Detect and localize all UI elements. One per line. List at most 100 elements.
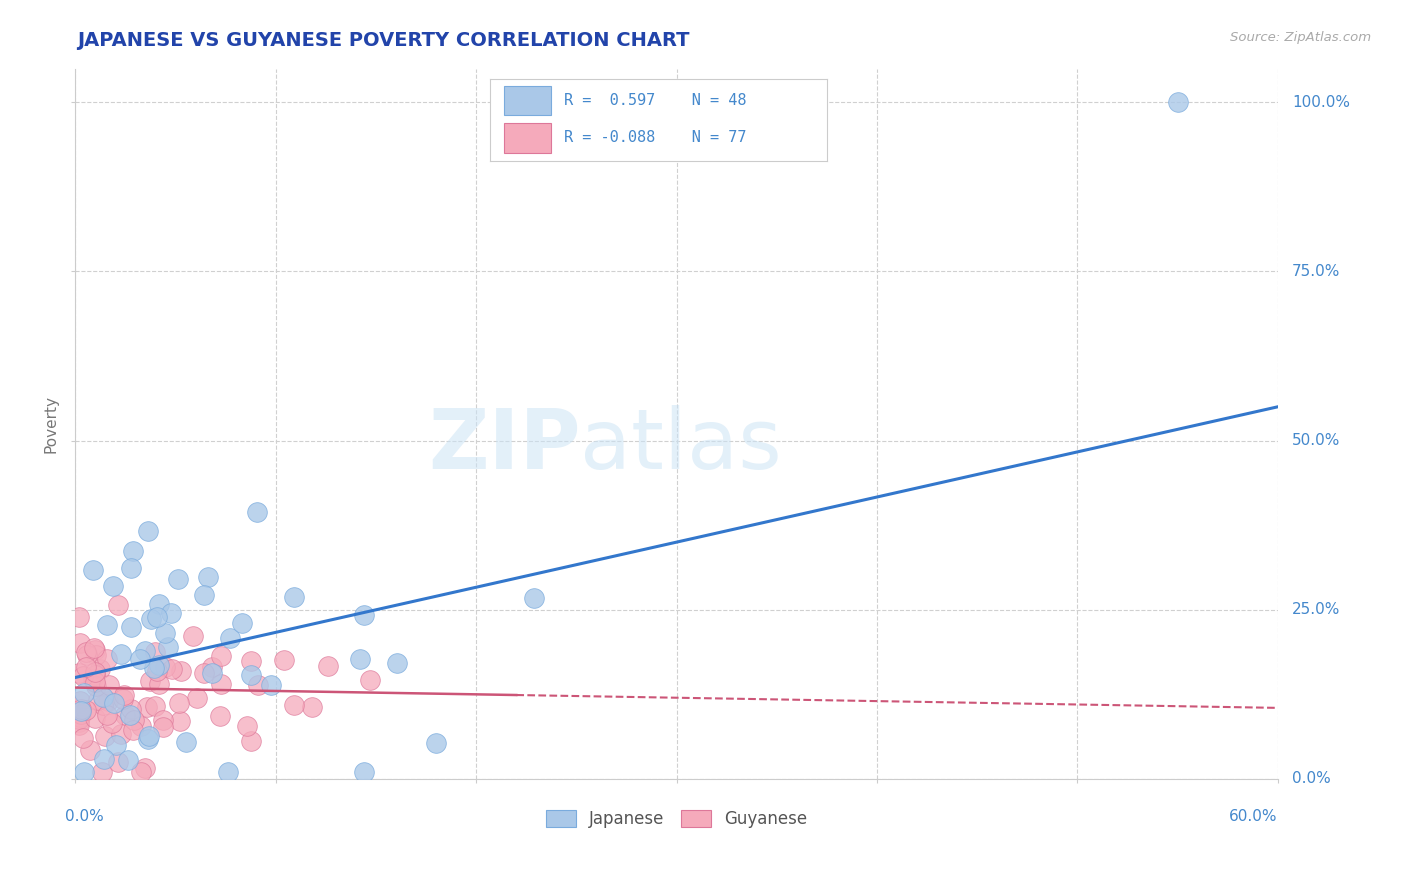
Point xyxy=(83,643,105,657)
Point xyxy=(246,504,269,518)
Point xyxy=(523,591,546,605)
Point xyxy=(72,731,94,745)
Point xyxy=(169,714,191,728)
Point xyxy=(153,626,176,640)
Point xyxy=(201,666,224,681)
Point xyxy=(145,645,167,659)
Point xyxy=(69,609,91,624)
Point xyxy=(142,661,165,675)
Point xyxy=(97,678,120,692)
Point xyxy=(148,597,170,611)
Point xyxy=(134,643,156,657)
Point xyxy=(138,729,160,743)
Point xyxy=(209,677,232,691)
Point xyxy=(97,694,120,708)
Point xyxy=(69,694,91,708)
Point xyxy=(73,686,96,700)
Point xyxy=(84,674,107,689)
Point xyxy=(69,636,91,650)
Text: 50.0%: 50.0% xyxy=(1292,434,1340,448)
Point xyxy=(387,656,409,670)
Point xyxy=(157,640,180,654)
Point xyxy=(73,765,96,780)
Point xyxy=(239,654,262,668)
Point xyxy=(134,761,156,775)
Point xyxy=(1167,95,1189,110)
Point xyxy=(79,743,101,757)
Point xyxy=(114,707,136,722)
Text: 75.0%: 75.0% xyxy=(1292,264,1340,279)
Point xyxy=(201,660,224,674)
Point xyxy=(136,524,159,539)
Point xyxy=(70,707,93,722)
Text: Source: ZipAtlas.com: Source: ZipAtlas.com xyxy=(1230,31,1371,45)
Point xyxy=(124,713,146,727)
Point xyxy=(69,702,91,716)
Point xyxy=(208,709,231,723)
Point xyxy=(283,591,305,605)
Point xyxy=(141,612,163,626)
Point xyxy=(75,703,97,717)
Point xyxy=(72,669,94,683)
Y-axis label: Poverty: Poverty xyxy=(44,395,58,453)
Point xyxy=(131,719,153,733)
Point xyxy=(112,688,135,702)
Point xyxy=(101,716,124,731)
Point xyxy=(87,693,110,707)
Point xyxy=(160,607,183,621)
Point xyxy=(84,711,107,725)
Point xyxy=(260,678,283,692)
Point xyxy=(84,668,107,682)
Point xyxy=(240,734,263,748)
Point xyxy=(110,647,132,661)
Point xyxy=(83,640,105,655)
Point xyxy=(219,631,242,645)
Text: 100.0%: 100.0% xyxy=(1292,95,1350,110)
Point xyxy=(240,668,263,682)
Point xyxy=(425,736,447,750)
Point xyxy=(69,715,91,730)
Text: ZIP: ZIP xyxy=(427,405,581,485)
Point xyxy=(152,714,174,728)
Point xyxy=(122,544,145,558)
Point xyxy=(170,664,193,678)
Point xyxy=(121,560,143,574)
Point xyxy=(110,727,132,741)
Text: atlas: atlas xyxy=(581,405,782,485)
Point xyxy=(143,699,166,714)
Point xyxy=(193,588,215,602)
Point xyxy=(75,644,97,658)
Point xyxy=(231,615,253,630)
Point xyxy=(76,648,98,662)
Point xyxy=(273,653,295,667)
Point xyxy=(82,673,104,687)
Point xyxy=(169,696,191,710)
Point xyxy=(120,701,142,715)
Point xyxy=(136,699,159,714)
Point xyxy=(160,662,183,676)
Point xyxy=(111,692,134,706)
Point xyxy=(247,678,270,692)
Point xyxy=(193,666,215,681)
Point xyxy=(236,719,259,733)
Point xyxy=(91,698,114,712)
Point xyxy=(83,665,105,679)
Point xyxy=(101,579,124,593)
Point xyxy=(91,765,114,780)
Point xyxy=(209,649,232,664)
Point xyxy=(121,723,143,737)
Point xyxy=(120,620,142,634)
Point xyxy=(217,765,239,780)
Point xyxy=(94,729,117,743)
Point xyxy=(186,691,208,706)
Point xyxy=(129,765,152,780)
Text: 60.0%: 60.0% xyxy=(1229,809,1278,824)
Text: JAPANESE VS GUYANESE POVERTY CORRELATION CHART: JAPANESE VS GUYANESE POVERTY CORRELATION… xyxy=(77,31,690,50)
Point xyxy=(316,658,339,673)
Point xyxy=(93,752,115,766)
Point xyxy=(117,753,139,767)
Point xyxy=(148,677,170,691)
Text: 0.0%: 0.0% xyxy=(1292,772,1331,787)
Point xyxy=(105,738,128,752)
Point xyxy=(166,572,188,586)
